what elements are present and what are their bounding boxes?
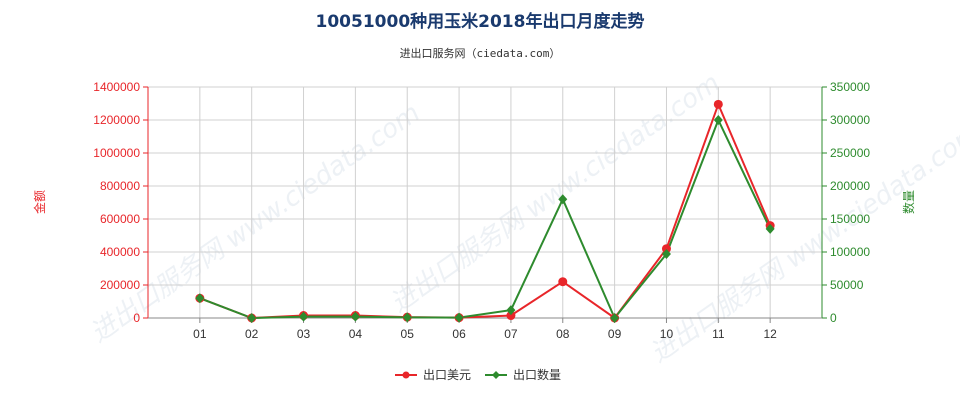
x-tick-label: 09 <box>608 327 622 341</box>
grid <box>147 86 823 319</box>
legend-label: 出口数量 <box>513 367 561 382</box>
left-axis-title: 金额 <box>32 190 47 214</box>
x-tick-label: 04 <box>349 327 363 341</box>
data-point-qty[interactable] <box>195 293 205 304</box>
left-tick-label: 400000 <box>100 245 140 259</box>
right-tick-label: 300000 <box>830 113 870 127</box>
x-tick-label: 10 <box>660 327 674 341</box>
data-point-usd[interactable] <box>558 277 568 287</box>
x-tick-label: 06 <box>452 327 466 341</box>
left-tick-label: 600000 <box>100 212 140 226</box>
left-tick-label: 200000 <box>100 278 140 292</box>
right-tick-label: 150000 <box>830 212 870 226</box>
left-tick-label: 800000 <box>100 179 140 193</box>
right-tick-label: 0 <box>830 311 837 325</box>
data-point-usd[interactable] <box>713 99 723 109</box>
legend-marker <box>492 371 500 379</box>
x-tick-label: 03 <box>297 327 311 341</box>
x-tick-label: 12 <box>763 327 777 341</box>
chart-subtitle: 进出口服务网（ciedata.com） <box>400 46 561 60</box>
left-tick-label: 1200000 <box>93 113 140 127</box>
series-line-2 <box>199 117 772 320</box>
data-point-usd[interactable] <box>661 244 671 254</box>
data-point-qty[interactable] <box>558 194 568 205</box>
right-axis-title: 数量 <box>901 190 916 214</box>
watermark-text: 进出口服务网 www.ciedata.com <box>645 118 960 369</box>
legend: 出口美元 出口数量 <box>395 367 561 382</box>
data-point-qty[interactable] <box>247 313 257 323</box>
data-point-qty[interactable] <box>713 115 723 125</box>
legend-item-2[interactable]: 出口数量 <box>485 367 561 382</box>
right-tick-label: 50000 <box>830 278 864 292</box>
legend-item-1[interactable]: 出口美元 <box>395 368 471 382</box>
series <box>195 99 775 323</box>
right-tick-label: 200000 <box>830 179 870 193</box>
x-tick-label: 08 <box>556 327 570 341</box>
x-tick-label: 02 <box>245 327 259 341</box>
x-tick-label: 05 <box>401 327 415 341</box>
data-point-qty[interactable] <box>610 313 620 323</box>
watermark-text: 进出口服务网 www.ciedata.com <box>385 68 725 319</box>
legend-label: 出口美元 <box>423 368 471 382</box>
data-point-qty[interactable] <box>765 223 775 234</box>
x-tick-label: 07 <box>504 327 518 341</box>
data-point-qty[interactable] <box>506 305 516 316</box>
left-tick-label: 1400000 <box>93 80 140 94</box>
data-point-qty[interactable] <box>661 248 671 259</box>
chart-title: 10051000种用玉米2018年出口月度走势 <box>316 11 645 32</box>
x-tick-label: 01 <box>193 327 207 341</box>
axes: 0200000400000600000800000100000012000001… <box>93 80 870 341</box>
right-tick-label: 350000 <box>830 80 870 94</box>
x-tick-label: 11 <box>712 327 725 341</box>
right-tick-label: 100000 <box>830 245 870 259</box>
data-point-qty[interactable] <box>402 312 412 323</box>
left-tick-label: 0 <box>133 311 140 325</box>
data-point-usd[interactable] <box>506 311 516 321</box>
data-point-qty[interactable] <box>454 312 464 323</box>
left-tick-label: 1000000 <box>93 146 140 160</box>
right-tick-label: 250000 <box>830 146 870 160</box>
data-point-qty[interactable] <box>299 311 309 322</box>
data-point-qty[interactable] <box>350 311 360 322</box>
legend-marker <box>402 371 410 379</box>
